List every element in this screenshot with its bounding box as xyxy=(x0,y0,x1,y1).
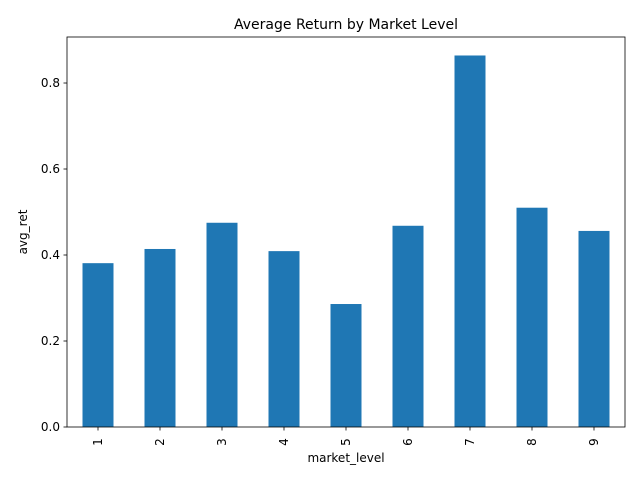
bar-4 xyxy=(268,251,300,427)
x-tick-label: 2 xyxy=(153,438,167,446)
x-tick-label: 1 xyxy=(91,438,105,446)
bar-1 xyxy=(82,263,114,427)
y-tick-label: 0.2 xyxy=(41,334,60,348)
x-tick-label: 3 xyxy=(215,438,229,446)
x-tick-label: 6 xyxy=(401,438,415,446)
x-tick-label: 5 xyxy=(339,438,353,446)
y-tick-label: 0.4 xyxy=(41,248,60,262)
x-tick-label: 9 xyxy=(587,438,601,446)
y-tick-label: 0.6 xyxy=(41,162,60,176)
y-tick-label: 0.0 xyxy=(41,420,60,434)
bar-5 xyxy=(330,304,362,427)
y-tick-label: 0.8 xyxy=(41,76,60,90)
bar-9 xyxy=(578,230,610,427)
x-tick-label: 4 xyxy=(277,438,291,446)
x-axis-ticks: 1 2 3 4 5 6 7 8 9 xyxy=(91,427,601,446)
x-axis-label: market_level xyxy=(307,451,384,465)
y-axis-label: avg_ret xyxy=(16,209,30,254)
bar-8 xyxy=(516,207,548,427)
plot-frame xyxy=(66,36,626,428)
bar-7 xyxy=(454,55,486,428)
bar-2 xyxy=(144,248,176,427)
x-tick-label: 8 xyxy=(525,438,539,446)
bars-group xyxy=(82,55,610,428)
bar-6 xyxy=(392,225,424,427)
chart-title: Average Return by Market Level xyxy=(234,17,458,33)
x-tick-label: 7 xyxy=(463,438,477,446)
bar-3 xyxy=(206,222,238,427)
y-axis-ticks: 0.0 0.2 0.4 0.6 0.8 xyxy=(41,76,67,434)
